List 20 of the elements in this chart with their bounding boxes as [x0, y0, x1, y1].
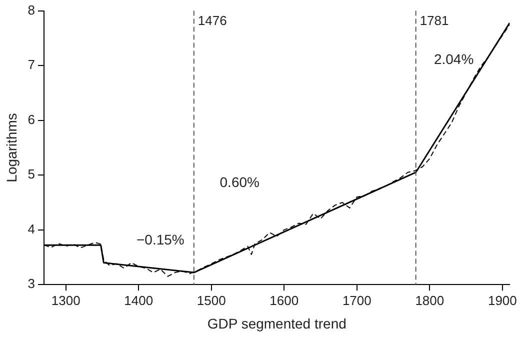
ref-line-label: 1476	[198, 12, 227, 28]
annotation: 0.60%	[220, 174, 260, 190]
y-tick-label: 5	[28, 166, 36, 182]
annotation: −0.15%	[136, 232, 184, 248]
x-tick-label: 1600	[270, 292, 299, 308]
y-tick-label: 8	[28, 2, 36, 18]
y-tick-label: 4	[28, 221, 36, 236]
y-axis-title: Logarithms	[3, 113, 20, 182]
y-tick-label: 7	[28, 57, 36, 72]
x-tick-label: 1300	[51, 292, 80, 308]
ref-line-label: 1781	[420, 12, 449, 28]
y-tick-label: 6	[28, 112, 36, 127]
x-tick-label: 1800	[415, 292, 444, 308]
x-axis-title: GDP segmented trend	[207, 315, 346, 332]
x-tick-label: 1900	[488, 292, 517, 308]
x-tick-label: 1500	[196, 292, 226, 308]
x-tick-label: 1700	[342, 292, 372, 308]
annotation: 2.04%	[434, 50, 474, 67]
y-tick-label: 3	[28, 276, 36, 292]
x-tick-label: 1400	[124, 292, 154, 308]
